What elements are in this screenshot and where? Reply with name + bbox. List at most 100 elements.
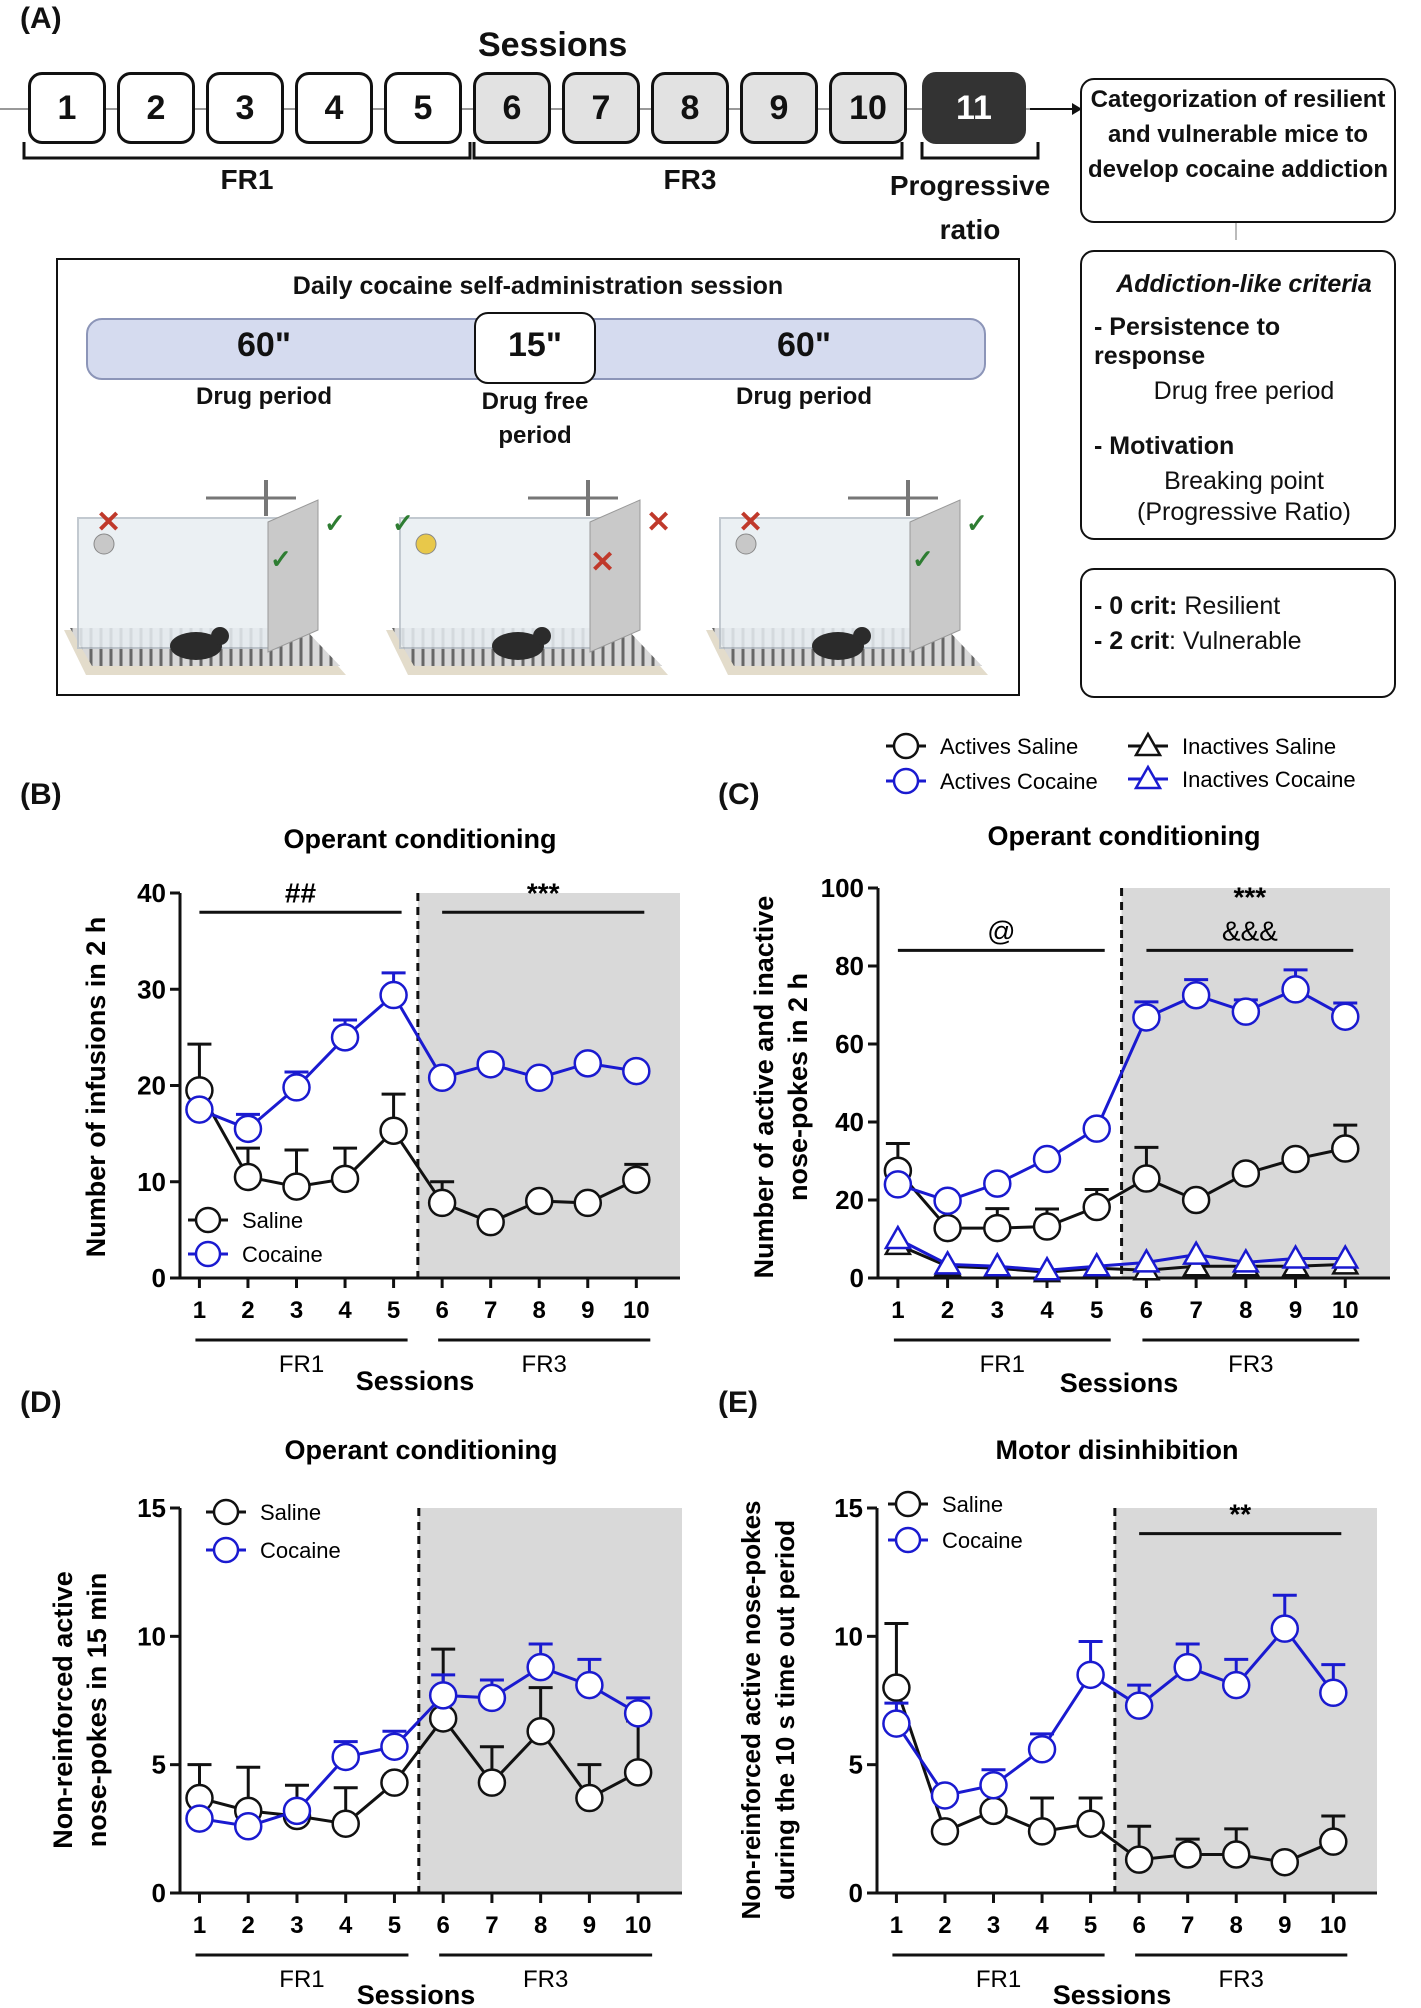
- y-tick-label: 30: [137, 974, 166, 1004]
- data-point: [185, 1095, 214, 1124]
- session-box-3: 3: [206, 72, 284, 144]
- y-tick-label: 0: [152, 1878, 166, 1908]
- x-tick-label: 7: [1189, 1297, 1202, 1324]
- data-point: [1181, 1185, 1211, 1215]
- chart-title: Operant conditioning: [285, 1435, 558, 1465]
- phase-label-fr3: FR3: [523, 1966, 568, 1993]
- legend-saline: Saline: [888, 1490, 1003, 1518]
- criteria-box: Addiction-like criteria - Persistence to…: [1080, 250, 1396, 540]
- data-point: [1331, 1134, 1360, 1163]
- significance-label: ##: [285, 877, 317, 908]
- period-value-1: 60": [237, 326, 291, 364]
- legend-marker: [892, 732, 920, 760]
- phase-label-fr1: FR1: [976, 1966, 1021, 1993]
- svg-text:✓: ✓: [324, 508, 346, 538]
- outcome-box: - 0 crit: Resilient - 2 crit: Vulnerable: [1080, 568, 1396, 698]
- daily-session-title: Daily cocaine self-administration sessio…: [292, 272, 784, 300]
- outcome-resilient: Resilient: [1184, 592, 1281, 620]
- sessions-title: Sessions: [478, 26, 628, 64]
- x-tick-label: 2: [241, 1297, 254, 1324]
- data-point: [1319, 1678, 1348, 1708]
- y-tick-label: 20: [137, 1071, 166, 1101]
- legend-marker: [1133, 731, 1163, 757]
- x-tick-label: 7: [485, 1912, 498, 1939]
- x-tick-label: 3: [991, 1297, 1004, 1324]
- svg-text:✕: ✕: [738, 506, 763, 539]
- criteria-persistence: - Persistence to response: [1094, 313, 1281, 370]
- x-axis-title: Sessions: [1060, 1368, 1179, 1398]
- legend-actives-saline: Actives Saline: [886, 732, 1078, 760]
- x-tick-label: 9: [1278, 1912, 1291, 1939]
- data-point: [933, 1186, 962, 1216]
- x-tick-label: 9: [583, 1912, 596, 1939]
- x-tick-label: 8: [1230, 1912, 1243, 1939]
- series-line: [897, 987, 1346, 1203]
- x-tick-label: 7: [484, 1297, 497, 1324]
- session-box-5: 5: [384, 72, 462, 144]
- legend-marker: [892, 767, 920, 795]
- cage-2: ✓ ✕ ✕: [386, 480, 671, 675]
- data-point: [933, 1249, 962, 1275]
- data-point: [233, 1114, 263, 1144]
- panel-b-letter: (B): [20, 778, 62, 811]
- svg-text:✓: ✓: [270, 544, 292, 574]
- legend-saline: Saline: [188, 1206, 303, 1234]
- data-point: [979, 1770, 1008, 1800]
- series-cocaine: [185, 1642, 653, 1841]
- phase-label-fr3: FR3: [663, 164, 717, 195]
- data-point: [380, 1732, 409, 1761]
- chart-panel-0: 0 10 20 30 40 1 2 3 4 5 6 7 8 9 10 FR1 FR3 Operant condit…: [81, 824, 680, 1396]
- y-tick-label: 5: [152, 1750, 166, 1780]
- daily-session-box: [56, 258, 1020, 696]
- data-point: [1331, 1002, 1360, 1031]
- svg-text:✓: ✓: [966, 508, 988, 538]
- legend-label: Saline: [260, 1500, 321, 1525]
- legend-saline: Saline: [206, 1498, 321, 1526]
- significance-label: ***: [527, 877, 560, 908]
- panel-e-letter: (E): [718, 1386, 758, 1419]
- data-point: [983, 1213, 1012, 1243]
- data-point: [282, 1172, 311, 1201]
- y-axis-title: Non-reinforced active nose-pokes in 15 mi…: [48, 1571, 112, 1849]
- data-point: [930, 1781, 960, 1810]
- session-box-2: 2: [117, 72, 195, 144]
- criteria-motivation-sub2: (Progressive Ratio): [1137, 498, 1351, 526]
- data-point: [1082, 1114, 1111, 1143]
- legend-marker: [1133, 764, 1163, 790]
- y-tick-label: 15: [834, 1493, 863, 1523]
- significance-label: ***: [1233, 881, 1266, 912]
- x-tick-label: 2: [941, 1297, 954, 1324]
- data-point: [983, 1169, 1012, 1198]
- panel-d-letter: (D): [20, 1386, 62, 1419]
- data-point: [1221, 1670, 1251, 1700]
- legend-label: Actives Cocaine: [940, 769, 1098, 794]
- legend-cocaine: Cocaine: [188, 1240, 323, 1268]
- data-point: [930, 1817, 960, 1846]
- chart-title: Operant conditioning: [284, 824, 557, 854]
- outcome-vulnerable-crit: - 2 crit: [1094, 627, 1170, 655]
- session-box-10: 10: [829, 72, 907, 144]
- y-tick-label: 80: [835, 951, 864, 981]
- data-point: [1027, 1817, 1057, 1846]
- svg-text:✓: ✓: [392, 508, 414, 538]
- y-tick-label: 10: [137, 1167, 166, 1197]
- series-actives-saline: [883, 1123, 1360, 1243]
- legend-marker: [212, 1498, 240, 1526]
- data-point: [427, 1188, 457, 1218]
- data-point: [1124, 1691, 1154, 1720]
- y-tick-label: 0: [850, 1263, 864, 1293]
- period-value-3: 60": [777, 326, 831, 364]
- period-label-3: Drug period: [736, 383, 872, 410]
- data-point: [1132, 1164, 1161, 1193]
- data-point: [1319, 1827, 1348, 1856]
- x-tick-label: 9: [1289, 1297, 1302, 1324]
- panel-c-letter: (C): [718, 778, 760, 811]
- data-point: [1173, 1652, 1202, 1682]
- data-point: [979, 1796, 1008, 1826]
- x-tick-label: 10: [1332, 1297, 1359, 1324]
- phase-label-fr1: FR1: [279, 1966, 324, 1993]
- data-point: [330, 1164, 360, 1194]
- x-axis-title: Sessions: [1053, 1980, 1172, 2008]
- data-point: [1281, 975, 1310, 1004]
- phase-label-fr3: FR3: [1228, 1351, 1273, 1378]
